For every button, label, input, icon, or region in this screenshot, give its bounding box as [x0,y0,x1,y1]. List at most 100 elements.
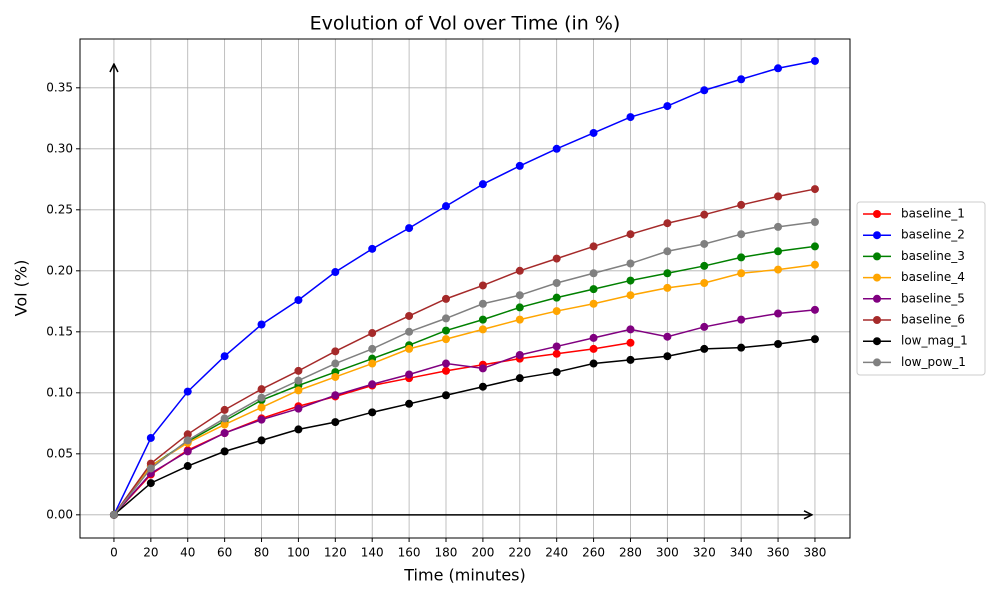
x-tick-label: 0 [110,546,118,560]
point [478,281,487,290]
series-line [113,309,816,516]
point [737,75,746,84]
y-tick-label: 0.20 [46,263,73,277]
x-tick-label: 180 [435,546,458,560]
point [146,464,155,473]
legend-marker [873,316,881,324]
point [810,335,819,344]
point [552,368,561,377]
chart-title: Evolution of Vol over Time (in %) [310,13,621,35]
y-axis-label: Vol (%) [12,260,31,317]
point [257,403,266,412]
point [294,404,303,413]
point [589,285,598,294]
series-line [113,221,816,516]
point [478,382,487,391]
point [700,86,709,95]
point [368,380,377,389]
point [663,247,672,256]
x-tick-label: 260 [582,546,605,560]
point [294,425,303,434]
point [220,420,229,429]
plot-frame [79,38,851,539]
point [626,276,635,285]
point [774,247,783,256]
point [478,299,487,308]
series-line [113,263,816,516]
point [810,56,819,65]
point [368,244,377,253]
point [294,366,303,375]
point [700,239,709,248]
point [183,462,192,471]
point [220,429,229,438]
point [294,296,303,305]
point [663,269,672,278]
x-tick-label: 160 [398,546,421,560]
legend-marker [873,252,881,261]
point [663,332,672,341]
point [737,200,746,209]
y-tick-label: 0.10 [46,385,73,399]
point [441,314,450,323]
y-tick-label: 0.15 [46,324,73,338]
point [626,355,635,364]
point [478,180,487,189]
point [331,359,340,368]
legend-frame [856,201,986,376]
point [405,370,414,379]
point [737,269,746,278]
legend-label: low_pow_1 [901,355,966,369]
series-line [113,60,816,516]
point [737,343,746,352]
point [663,219,672,228]
x-tick-label: 300 [656,546,679,560]
point [663,283,672,292]
point [589,269,598,278]
point [552,342,561,351]
series-line [113,338,816,516]
point [331,372,340,381]
x-tick-label: 140 [361,546,384,560]
point [552,293,561,302]
point [626,325,635,334]
x-tick-label: 20 [143,546,158,560]
y-tick-label: 0.35 [46,80,73,94]
legend-label: baseline_2 [901,228,965,242]
point [146,479,155,488]
legend-marker [873,294,881,303]
point [774,192,783,201]
point [589,242,598,251]
point [405,311,414,320]
point [700,322,709,331]
point [478,325,487,334]
point [331,268,340,277]
legend-label: baseline_5 [901,291,965,305]
y-tick-label: 0.25 [46,202,73,216]
point [810,218,819,227]
point [589,344,598,353]
y-tick-label: 0.30 [46,141,73,155]
x-tick-label: 380 [803,546,826,560]
point [183,430,192,439]
point [441,391,450,400]
point [478,315,487,324]
point [774,340,783,349]
point [183,447,192,456]
point [405,224,414,233]
point [589,333,598,342]
y-tick-label: 0.00 [46,507,73,521]
point [441,294,450,303]
point [810,305,819,314]
x-tick-label: 240 [545,546,568,560]
point [737,253,746,262]
point [515,291,524,300]
x-tick-label: 200 [471,546,494,560]
point [183,436,192,445]
point [737,230,746,239]
x-tick-label: 40 [180,546,195,560]
point [368,329,377,338]
point [515,374,524,383]
point [700,344,709,353]
